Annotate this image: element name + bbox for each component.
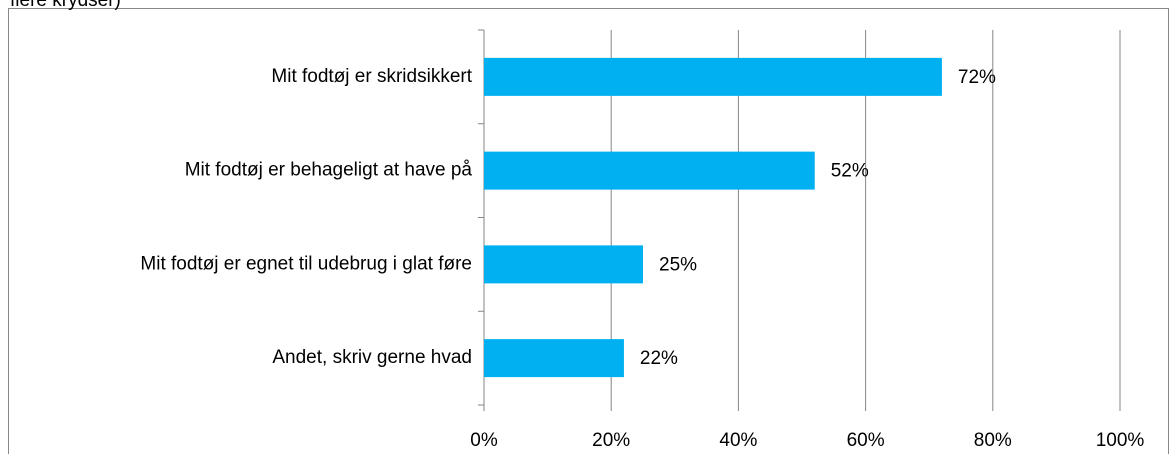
bar [484, 57, 942, 96]
bar [484, 245, 643, 284]
x-tick-label: 100% [1096, 430, 1145, 451]
value-label: 52% [831, 161, 869, 182]
x-tick-label: 60% [847, 430, 885, 451]
x-tick-label: 80% [974, 430, 1012, 451]
y-tick-label: Mit fodtøj er skridsikkert [271, 66, 472, 87]
value-label: 22% [640, 348, 678, 369]
y-tick-label: Mit fodtøj er behageligt at have på [185, 160, 473, 181]
chart-frame [8, 8, 1169, 454]
bar [484, 339, 624, 378]
y-tick-label: Mit fodtøj er egnet til udebrug i glat f… [140, 253, 472, 274]
x-tick-label: 40% [719, 430, 757, 451]
x-tick-label: 20% [592, 430, 630, 451]
bar [484, 151, 815, 190]
value-label: 72% [958, 67, 996, 88]
x-tick-label: 0% [470, 430, 498, 451]
value-label: 25% [659, 254, 697, 275]
chart-title: flere krydser) [10, 0, 121, 11]
y-tick-label: Andet, skriv gerne hvad [272, 347, 472, 368]
